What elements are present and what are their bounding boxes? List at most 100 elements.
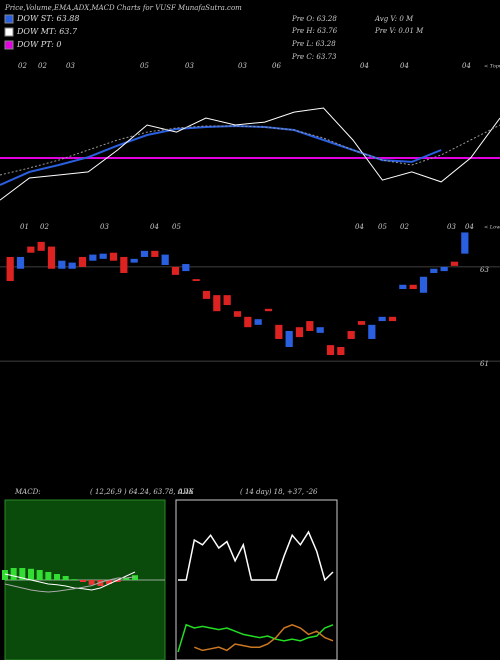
line-series bbox=[4, 571, 136, 591]
date-label: 06 bbox=[272, 62, 281, 70]
candle-body bbox=[388, 316, 397, 322]
histogram-bar bbox=[62, 576, 69, 580]
candle-body bbox=[264, 308, 273, 312]
date-label: 02 bbox=[18, 62, 27, 70]
histogram-bar bbox=[114, 580, 121, 582]
date-label: 04 bbox=[355, 223, 364, 231]
panel-params: ( 14 day) 18, +37, -26 bbox=[240, 488, 318, 496]
date-label: 02 bbox=[40, 223, 49, 231]
line-series bbox=[4, 576, 136, 593]
histogram-bar bbox=[97, 580, 104, 586]
candle-body bbox=[450, 261, 459, 266]
candle-body bbox=[171, 266, 180, 275]
candle-body bbox=[202, 290, 211, 299]
date-label: 04 bbox=[465, 223, 474, 231]
date-label: 02 bbox=[400, 223, 409, 231]
histogram-bar bbox=[36, 570, 43, 580]
candle-body bbox=[140, 250, 149, 257]
candle-body bbox=[399, 284, 407, 290]
candle-body bbox=[316, 327, 324, 333]
legend-swatch bbox=[4, 27, 14, 37]
info: Pre L: 63.28 bbox=[291, 40, 336, 48]
panel-title: ADX bbox=[177, 488, 195, 496]
page-title: Price,Volume,EMA,ADX,MACD Charts for VUS… bbox=[4, 4, 242, 12]
candle-body bbox=[16, 256, 25, 269]
candle-body bbox=[223, 295, 231, 306]
candle-body bbox=[89, 254, 97, 261]
candle-body bbox=[285, 330, 293, 347]
histogram-bar bbox=[2, 570, 8, 580]
histogram-bar bbox=[28, 568, 34, 580]
histogram-bar bbox=[80, 580, 86, 582]
histogram-bar bbox=[45, 572, 52, 580]
info: Pre O: 63.28 bbox=[291, 15, 337, 23]
candle-body bbox=[306, 321, 314, 331]
info: Pre H: 63.76 bbox=[291, 27, 338, 35]
line-series bbox=[178, 530, 334, 582]
candle-body bbox=[37, 241, 45, 251]
candle-body bbox=[233, 311, 242, 317]
info: Pre C: 63.73 bbox=[291, 53, 337, 61]
candle-body bbox=[347, 330, 355, 339]
candle-body bbox=[357, 321, 366, 325]
legend-label: DOW MT: 63.7 bbox=[16, 27, 78, 36]
candle-body bbox=[58, 260, 66, 269]
candle-body bbox=[182, 264, 190, 272]
histogram-bar bbox=[71, 579, 78, 580]
line-series bbox=[0, 107, 500, 201]
date-label: 05 bbox=[378, 223, 387, 231]
panel-params: ( 12,26,9 ) 64.24, 63.78, 0.46 bbox=[90, 488, 194, 496]
date-label: 01 bbox=[20, 223, 29, 231]
info: Avg V: 0 M bbox=[374, 15, 414, 23]
candle-body bbox=[68, 262, 76, 269]
candle-body bbox=[6, 256, 14, 281]
date-label: 03 bbox=[100, 223, 109, 231]
line-series bbox=[194, 623, 334, 652]
date-label: 04 bbox=[150, 223, 159, 231]
candle-body bbox=[27, 246, 35, 253]
candle-body bbox=[409, 284, 417, 290]
candle-body bbox=[378, 316, 386, 322]
candle-body bbox=[368, 324, 376, 339]
histogram-bar bbox=[19, 568, 26, 580]
candle-body bbox=[461, 232, 469, 254]
date-label: 04 bbox=[400, 62, 409, 70]
candle-body bbox=[337, 347, 345, 356]
candle-body bbox=[161, 254, 169, 265]
date-label: 03 bbox=[66, 62, 75, 70]
corner-label: < Topu bbox=[484, 64, 500, 70]
candle-body bbox=[254, 319, 262, 325]
candle-body bbox=[151, 250, 159, 257]
histogram-bar bbox=[106, 580, 112, 584]
y-tick-label: 63 bbox=[480, 266, 489, 274]
candle-body bbox=[440, 266, 448, 272]
candle-body bbox=[326, 345, 335, 356]
panel-title: MACD: bbox=[14, 488, 41, 496]
corner-label: < Lower bbox=[484, 225, 500, 231]
candle-body bbox=[99, 253, 107, 259]
histogram-bar bbox=[132, 575, 138, 580]
date-label: 03 bbox=[447, 223, 456, 231]
candle-body bbox=[419, 276, 428, 293]
candle-body bbox=[109, 252, 118, 261]
date-label: 03 bbox=[238, 62, 247, 70]
date-label: 03 bbox=[185, 62, 194, 70]
legend-label: DOW PT: 0 bbox=[16, 40, 62, 49]
candle-body bbox=[244, 316, 252, 328]
candle-body bbox=[120, 256, 128, 273]
info: Pre V: 0.01 M bbox=[374, 27, 424, 35]
date-label: 04 bbox=[462, 62, 471, 70]
candle-body bbox=[130, 258, 138, 263]
candle-body bbox=[78, 256, 87, 267]
date-label: 05 bbox=[140, 62, 149, 70]
histogram-bar bbox=[88, 580, 95, 585]
date-label: 02 bbox=[38, 62, 47, 70]
date-label: 05 bbox=[172, 223, 181, 231]
line-series bbox=[0, 124, 500, 176]
histogram-bar bbox=[10, 568, 17, 580]
line-series bbox=[0, 124, 442, 186]
legend-swatch bbox=[4, 14, 14, 24]
candle-body bbox=[192, 279, 200, 281]
histogram-bar bbox=[123, 578, 130, 580]
